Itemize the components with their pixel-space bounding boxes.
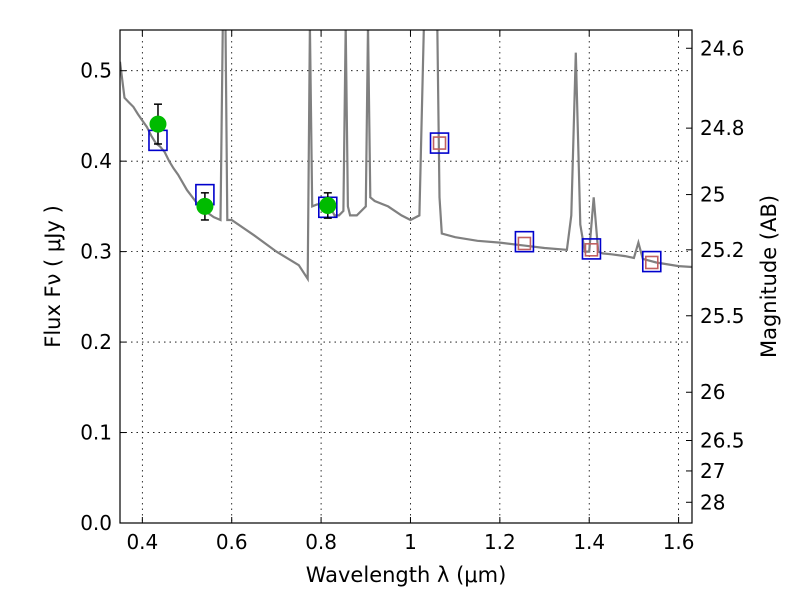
y-tick-label: 0.4 xyxy=(80,149,112,173)
mag-tick-label: 26 xyxy=(700,380,725,404)
model-band-square xyxy=(429,132,450,154)
mag-tick-label: 26.5 xyxy=(700,429,745,453)
x-tick-label: 1.2 xyxy=(484,530,516,554)
limit-square xyxy=(644,255,659,270)
y-tick-label: 0.1 xyxy=(80,421,112,445)
x-tick-label: 0.6 xyxy=(216,530,248,554)
limit-square xyxy=(432,136,447,150)
observed-point xyxy=(196,197,214,215)
y-tick-label: 0.0 xyxy=(80,511,112,535)
y-tick-label: 0.2 xyxy=(80,330,112,354)
limit-square xyxy=(517,236,532,251)
x-axis-title: Wavelength λ (μm) xyxy=(306,563,507,587)
right-axis-title: Magnitude (AB) xyxy=(757,195,781,358)
x-tick-label: 1 xyxy=(404,530,417,554)
y-tick-label: 0.3 xyxy=(80,240,112,264)
y-axis-title: Flux Fν ( μJy ) xyxy=(41,205,65,348)
y-tick-label: 0.5 xyxy=(80,59,112,83)
mag-tick-label: 24.8 xyxy=(700,116,745,140)
mag-tick-label: 25 xyxy=(700,183,725,207)
limit-square xyxy=(584,243,599,257)
model-band-square xyxy=(641,250,662,273)
mag-tick-label: 28 xyxy=(700,490,725,514)
x-axis: 0.4 0.6 0.8 1 1.2 1.4 1.6 xyxy=(126,30,695,554)
grid xyxy=(120,30,692,523)
y-axis: 0.0 0.1 0.2 0.3 0.4 0.5 xyxy=(80,59,126,535)
x-tick-label: 1.6 xyxy=(663,530,695,554)
observed-point xyxy=(149,115,167,133)
model-band-square xyxy=(581,238,602,260)
mag-tick-label: 25.2 xyxy=(700,238,745,262)
mag-tick-label: 25.5 xyxy=(700,304,745,328)
model-band-square xyxy=(514,230,535,253)
model-spectrum-line xyxy=(120,30,692,283)
x-tick-label: 1.4 xyxy=(573,530,605,554)
x-tick-label: 0.8 xyxy=(305,530,337,554)
x-tick-label: 0.4 xyxy=(126,530,158,554)
right-magnitude-axis: 24.6 24.8 25 25.2 25.5 26 26.5 27 28 xyxy=(686,36,745,514)
observed-point xyxy=(319,196,337,214)
plot-frame xyxy=(119,29,693,524)
series-layer xyxy=(120,30,692,283)
mag-tick-label: 24.6 xyxy=(700,36,745,60)
mag-tick-label: 27 xyxy=(700,459,725,483)
